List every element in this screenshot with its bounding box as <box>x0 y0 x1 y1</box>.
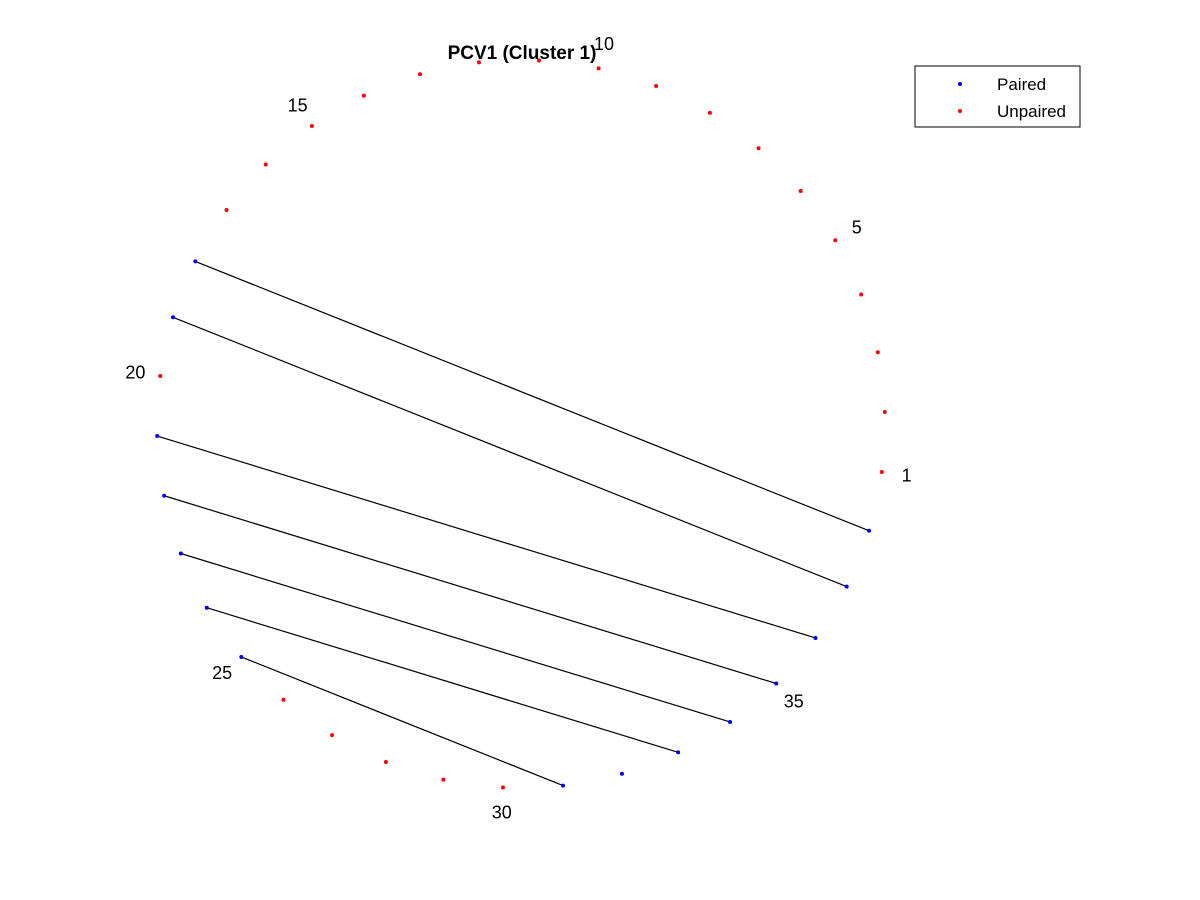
point-28 <box>383 759 388 764</box>
position-label-5: 5 <box>852 218 862 238</box>
point-37 <box>844 584 849 589</box>
point-14 <box>361 93 366 98</box>
position-label-20: 20 <box>125 363 145 383</box>
point-34 <box>728 719 733 724</box>
point-16 <box>263 162 268 167</box>
point-31 <box>561 783 566 788</box>
points <box>155 58 887 790</box>
point-21 <box>155 434 160 439</box>
legend-marker-unpaired <box>958 109 962 113</box>
pair-line-22-35 <box>163 495 777 685</box>
point-2 <box>882 409 887 414</box>
point-35 <box>774 681 779 686</box>
chart-title: PCV1 (Cluster 1) <box>448 43 597 64</box>
pair-line-25-31 <box>241 656 564 787</box>
position-label-15: 15 <box>288 96 308 116</box>
point-24 <box>204 605 209 610</box>
legend: Paired Unpaired <box>914 65 1081 128</box>
point-27 <box>330 733 335 738</box>
point-12 <box>476 60 481 65</box>
legend-marker-paired <box>958 82 962 86</box>
legend-label-unpaired: Unpaired <box>997 102 1066 121</box>
position-label-35: 35 <box>784 691 804 711</box>
point-38 <box>866 528 871 533</box>
point-26 <box>281 697 286 702</box>
point-25 <box>239 654 244 659</box>
point-19 <box>171 315 176 320</box>
legend-label-paired: Paired <box>997 75 1046 94</box>
pair-line-24-33 <box>206 607 679 753</box>
point-11 <box>537 58 542 63</box>
point-8 <box>707 110 712 115</box>
position-label-25: 25 <box>212 663 232 683</box>
position-label-10: 10 <box>594 34 614 54</box>
point-3 <box>875 350 880 355</box>
point-6 <box>798 189 803 194</box>
point-20 <box>158 373 163 378</box>
legend-box <box>914 65 1081 128</box>
pair-line-18-38 <box>195 260 870 532</box>
point-5 <box>833 238 838 243</box>
point-18 <box>193 259 198 264</box>
point-32 <box>619 771 624 776</box>
position-label-1: 1 <box>902 465 912 485</box>
pair-line-21-36 <box>157 435 816 639</box>
point-10 <box>596 66 601 71</box>
point-33 <box>676 750 681 755</box>
pair-line-19-37 <box>172 316 847 588</box>
pair-line-23-34 <box>180 552 731 723</box>
point-17 <box>224 208 229 213</box>
point-15 <box>309 124 314 129</box>
point-7 <box>756 146 761 151</box>
pair-lines <box>157 260 870 787</box>
point-36 <box>813 635 818 640</box>
position-label-30: 30 <box>492 803 512 823</box>
point-30 <box>500 785 505 790</box>
point-29 <box>441 777 446 782</box>
point-1 <box>879 470 884 475</box>
point-22 <box>162 493 167 498</box>
point-13 <box>418 72 423 77</box>
point-9 <box>654 84 659 89</box>
point-23 <box>178 551 183 556</box>
point-4 <box>859 292 864 297</box>
